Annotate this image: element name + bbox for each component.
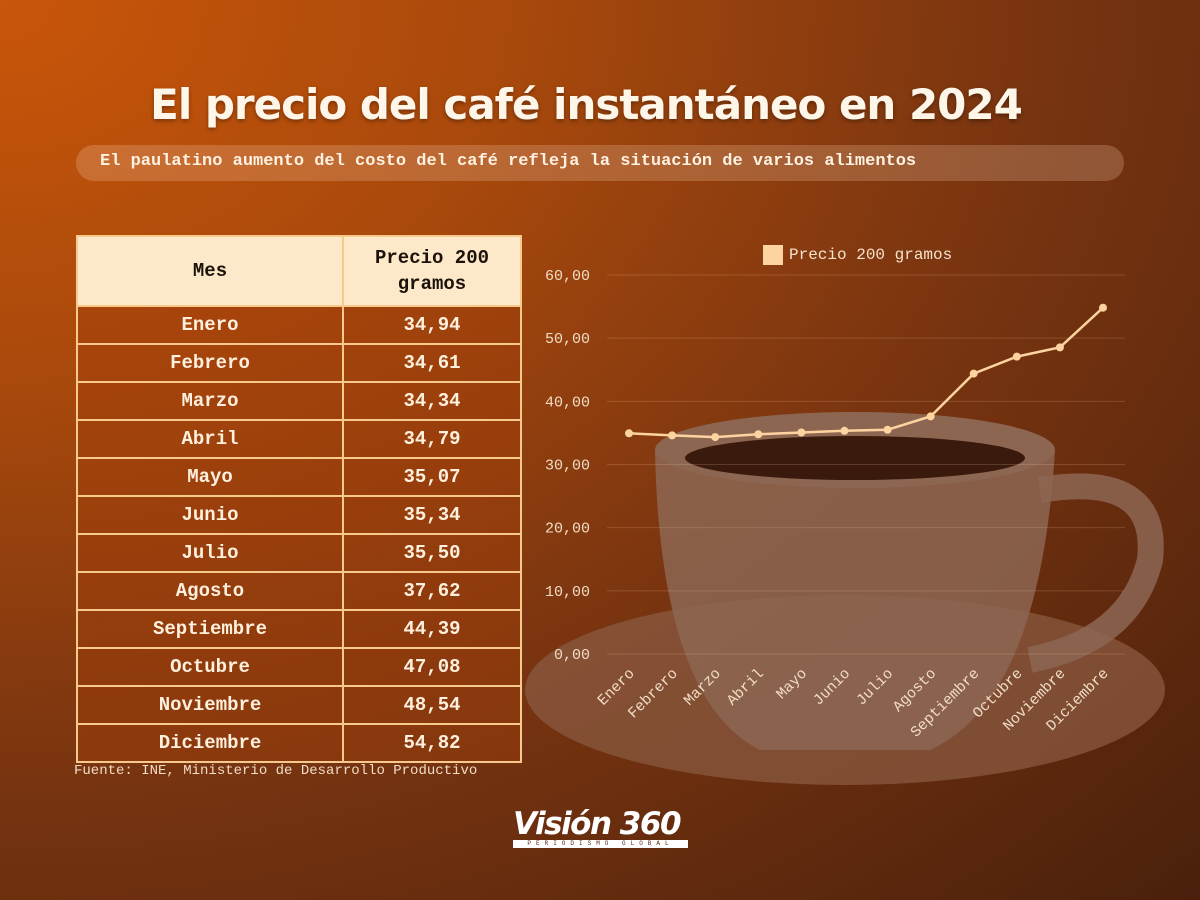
table-row: Septiembre 44,39 (76, 609, 522, 649)
price-cell: 34,94 (342, 305, 522, 345)
month-cell: Junio (76, 495, 344, 535)
month-cell: Mayo (76, 457, 344, 497)
header-price: Precio 200 gramos (342, 235, 522, 307)
table-row: Febrero 34,61 (76, 343, 522, 383)
table-row: Julio 35,50 (76, 533, 522, 573)
price-cell: 34,79 (342, 419, 522, 459)
month-cell: Octubre (76, 647, 344, 687)
source-note: Fuente: INE, Ministerio de Desarrollo Pr… (74, 763, 478, 779)
data-point (926, 412, 935, 421)
legend-label: Precio 200 gramos (789, 246, 952, 264)
month-cell: Noviembre (76, 685, 344, 725)
x-tick-label: Abril (724, 666, 768, 710)
data-point (754, 430, 763, 439)
y-tick-label: 40,00 (545, 394, 590, 411)
header-month: Mes (76, 235, 344, 307)
data-point (883, 425, 892, 434)
month-cell: Febrero (76, 343, 344, 383)
month-cell: Julio (76, 533, 344, 573)
x-tick-label: Marzo (681, 666, 725, 710)
series-line (628, 306, 1104, 439)
table-row: Octubre 47,08 (76, 647, 522, 687)
data-point (668, 431, 677, 440)
month-cell: Abril (76, 419, 344, 459)
y-tick-label: 20,00 (545, 521, 590, 538)
price-table: Mes Precio 200 gramos Enero 34,94 Febrero 3… (76, 235, 522, 763)
table-row: Mayo 35,07 (76, 457, 522, 497)
y-tick-label: 60,00 (545, 268, 590, 285)
y-tick-label: 0,00 (554, 647, 590, 664)
price-cell: 34,61 (342, 343, 522, 383)
x-tick-label: Junio (810, 666, 854, 710)
page-title: El precio del café instantáneo en 2024 (150, 80, 1023, 129)
price-cell: 48,54 (342, 685, 522, 725)
price-cell: 44,39 (342, 609, 522, 649)
price-cell: 35,50 (342, 533, 522, 573)
price-cell: 35,34 (342, 495, 522, 535)
data-point (969, 369, 978, 378)
table-row: Junio 35,34 (76, 495, 522, 535)
table-row: Abril 34,79 (76, 419, 522, 459)
price-cell: 37,62 (342, 571, 522, 611)
x-tick-label: Mayo (773, 666, 810, 703)
y-tick-label: 10,00 (545, 584, 590, 601)
price-cell: 54,82 (342, 723, 522, 763)
y-tick-label: 30,00 (545, 458, 590, 475)
vision360-logo: Visión 360 PERIODISMO GLOBAL (513, 806, 688, 848)
month-cell: Marzo (76, 381, 344, 421)
month-cell: Diciembre (76, 723, 344, 763)
data-point (1012, 352, 1021, 361)
data-point (711, 433, 720, 442)
table-row: Enero 34,94 (76, 305, 522, 345)
price-cell: 34,34 (342, 381, 522, 421)
table-row: Diciembre 54,82 (76, 723, 522, 763)
data-point (797, 428, 806, 437)
legend-swatch (763, 245, 783, 265)
price-cell: 47,08 (342, 647, 522, 687)
month-cell: Septiembre (76, 609, 344, 649)
price-cell: 35,07 (342, 457, 522, 497)
data-point (625, 429, 633, 438)
table-row: Agosto 37,62 (76, 571, 522, 611)
month-cell: Agosto (76, 571, 344, 611)
month-cell: Enero (76, 305, 344, 345)
table-row: Marzo 34,34 (76, 381, 522, 421)
y-tick-label: 50,00 (545, 331, 590, 348)
table-row: Noviembre 48,54 (76, 685, 522, 725)
subtitle-banner: El paulatino aumento del costo del café … (76, 145, 1124, 181)
data-point (840, 426, 849, 435)
data-point (1099, 303, 1107, 312)
data-point (1055, 343, 1064, 352)
